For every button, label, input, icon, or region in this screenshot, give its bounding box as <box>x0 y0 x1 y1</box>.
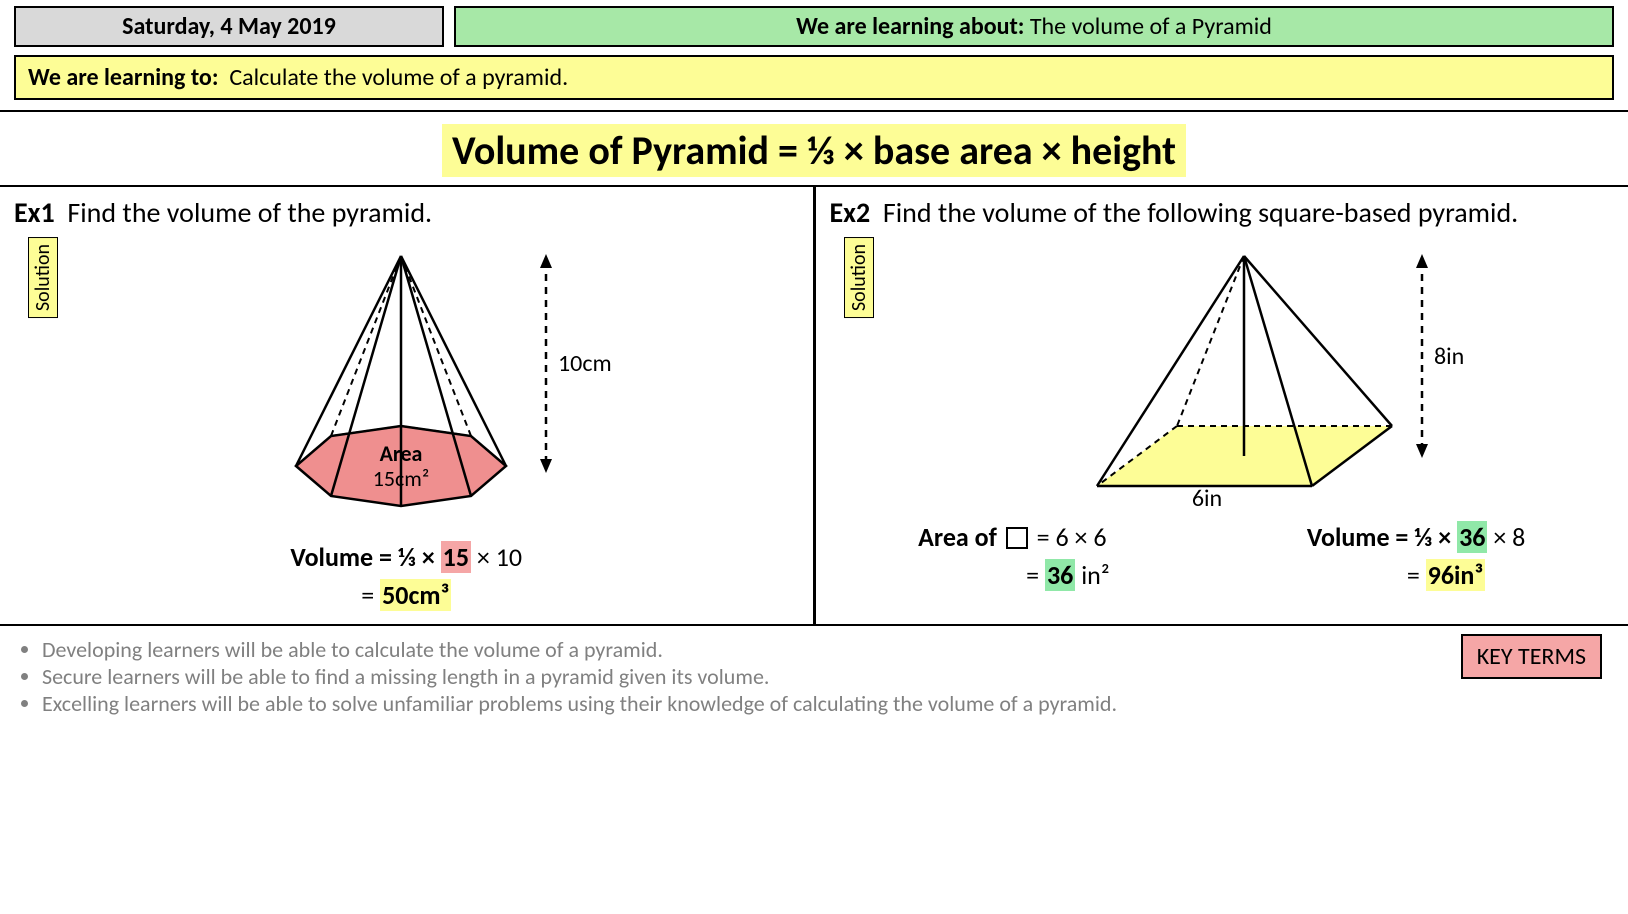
footer-bullet-1: Developing learners will be able to calc… <box>42 636 1608 663</box>
date-box: Saturday, 4 May 2019 <box>14 6 444 47</box>
footer-bullet-3: Excelling learners will be able to solve… <box>42 690 1608 717</box>
formula-banner: Volume of Pyramid = ⅓ × base area × heig… <box>0 126 1628 175</box>
footer: Developing learners will be able to calc… <box>0 626 1628 727</box>
ex1-res-pre: = <box>361 579 380 611</box>
ex2-area-res-hl: 36 <box>1045 559 1075 591</box>
ex2-area-res-pre: = <box>1026 559 1045 591</box>
ex2-calc: Area of = 6 × 6 = 36 in² Volume = ⅓ × 36… <box>830 519 1615 594</box>
ex2-height-label: 8in <box>1434 342 1464 371</box>
ex1-calc: Volume = ⅓ × 15 × 10 = 50cm³ <box>14 539 799 614</box>
divider <box>0 110 1628 112</box>
learning-to-label: We are learning to: <box>28 63 218 92</box>
ex1-diagram: 10cm Area 15cm² <box>14 236 799 531</box>
ex1-area-value: 15cm² <box>373 465 430 492</box>
formula-text: Volume of Pyramid = ⅓ × base area × heig… <box>442 124 1186 177</box>
ex2-vol-hl: 36 <box>1457 521 1487 553</box>
learning-about-box: We are learning about: The volume of a P… <box>454 6 1614 47</box>
ex1-height-label: 10cm <box>558 349 612 378</box>
example-2: Ex2 Find the volume of the following squ… <box>816 187 1628 624</box>
learning-about-label: We are learning about: <box>796 12 1024 41</box>
ex2-area-calc: = 6 × 6 <box>1037 521 1107 553</box>
ex1-prompt: Find the volume of the pyramid. <box>67 195 432 230</box>
ex1-calc-hl: 15 <box>441 541 471 573</box>
key-terms-button[interactable]: KEY TERMS <box>1461 634 1602 679</box>
ex1-title: Ex1 Find the volume of the pyramid. <box>14 195 799 230</box>
square-icon <box>1006 527 1028 549</box>
ex2-title: Ex2 Find the volume of the following squ… <box>830 195 1615 230</box>
ex1-area-title: Area <box>380 440 423 467</box>
example-1: Ex1 Find the volume of the pyramid. Solu… <box>0 187 816 624</box>
ex2-prompt: Find the volume of the following square-… <box>883 195 1518 230</box>
ex2-area-res-post: in² <box>1075 559 1109 591</box>
ex2-vol-res-pre: = <box>1407 559 1426 591</box>
ex1-calc-post: × 10 <box>471 541 522 573</box>
learning-to-box: We are learning to: Calculate the volume… <box>14 55 1614 100</box>
ex2-vol-res-hl: 96in³ <box>1426 559 1485 591</box>
ex2-vol-post: × 8 <box>1487 521 1525 553</box>
learning-to-value: Calculate the volume of a pyramid. <box>229 63 568 92</box>
footer-bullet-2: Secure learners will be able to find a m… <box>42 663 1608 690</box>
learning-about-value: The volume of a Pyramid <box>1030 12 1272 41</box>
footer-bullets: Developing learners will be able to calc… <box>42 636 1608 717</box>
ex1-calc-pre: Volume = ⅓ × <box>290 541 440 573</box>
ex1-label: Ex1 <box>14 195 55 230</box>
ex2-area-label: Area of <box>918 521 997 553</box>
ex2-vol-pre: Volume = ⅓ × <box>1307 521 1457 553</box>
ex2-diagram: 8in 6in <box>830 236 1615 511</box>
ex1-res-hl: 50cm³ <box>380 579 451 611</box>
ex2-base-label: 6in <box>1192 484 1222 506</box>
ex2-label: Ex2 <box>830 195 871 230</box>
